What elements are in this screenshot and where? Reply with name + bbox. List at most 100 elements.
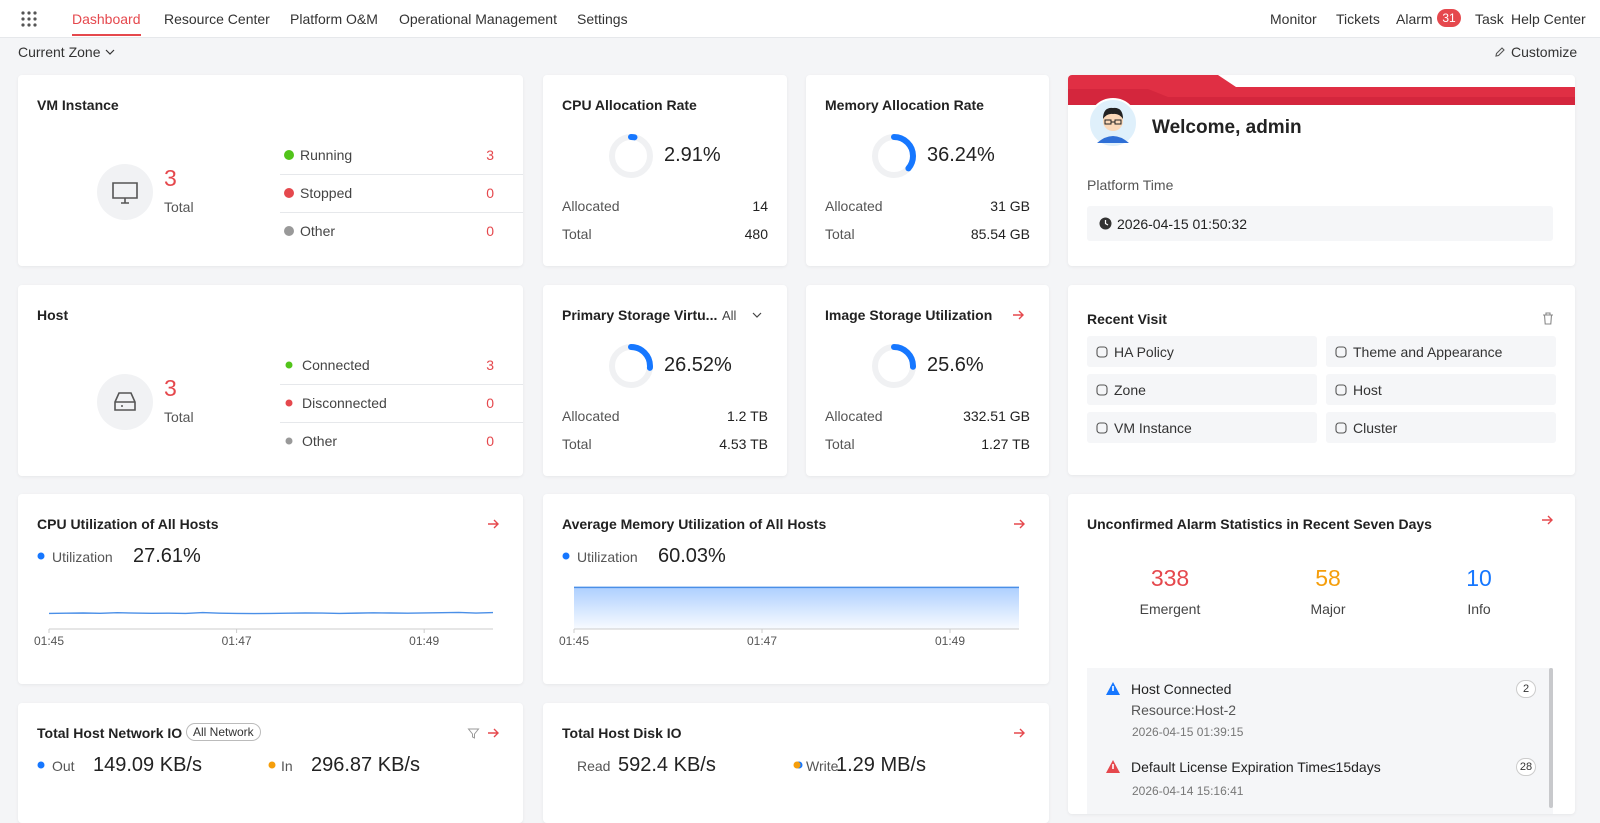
recent-item-label: Host	[1353, 382, 1382, 398]
line	[48, 611, 494, 615]
legend-dot	[562, 552, 570, 560]
card-title: CPU Utilization of All Hosts	[37, 516, 219, 532]
row-label: Allocated	[825, 198, 883, 214]
nav-right-item[interactable]: Task	[1475, 11, 1504, 27]
nav-right-item[interactable]: Tickets	[1336, 11, 1380, 27]
card-title: Unconfirmed Alarm Statistics in Recent S…	[1087, 516, 1432, 532]
donut	[872, 134, 916, 178]
icon-shape	[1335, 422, 1347, 434]
recent-item[interactable]: VM Instance	[1087, 412, 1317, 443]
funnel	[467, 728, 480, 739]
banner-front	[1068, 89, 1575, 105]
nav-right-item[interactable]: Monitor	[1270, 11, 1317, 27]
row-label: Allocated	[562, 408, 620, 424]
legend-value: 149.09 KB/s	[93, 754, 202, 776]
rate-label: 36.24%	[927, 144, 995, 166]
arrow-icon	[488, 728, 499, 738]
recent-item[interactable]: Host	[1326, 374, 1556, 405]
alarm-icon	[1106, 760, 1120, 773]
nav-right-item[interactable]: Alarm	[1396, 11, 1433, 27]
card-title: Total Host Network IO	[37, 725, 183, 741]
status-label: Other	[300, 223, 336, 239]
arrow-link[interactable]	[487, 727, 499, 739]
chevron	[105, 49, 115, 55]
apps-icon[interactable]	[21, 11, 37, 27]
arrow-link[interactable]	[1013, 518, 1025, 530]
x-tick-label: 01:45	[559, 634, 589, 648]
row-label: Total	[562, 226, 592, 242]
mark	[1112, 764, 1114, 769]
nav-item[interactable]: Settings	[577, 11, 628, 27]
nav-item[interactable]: Resource Center	[164, 11, 270, 27]
banner	[1068, 75, 1575, 105]
filter-select[interactable]: All	[722, 308, 737, 323]
status-dot	[284, 188, 294, 198]
recent-item[interactable]: HA Policy	[1087, 336, 1317, 367]
top-nav: Dashboard Resource Center Platform O&M Oper…	[0, 0, 1600, 38]
nav-active-underline	[72, 34, 141, 36]
legend-value: 1.29 MB/s	[836, 754, 927, 776]
recent-card: Recent Visit HA Policy Theme and Appearanc…	[1068, 285, 1575, 475]
row-label: Total	[825, 226, 855, 242]
avatar-hair	[1103, 107, 1123, 119]
alarm-time: 2026-04-15 01:39:15	[1132, 725, 1244, 739]
edit-icon	[1495, 47, 1505, 57]
legend-dot	[37, 552, 45, 560]
item-icon	[1335, 384, 1347, 396]
arrow-link[interactable]	[1013, 727, 1025, 739]
recent-item[interactable]: Theme and Appearance	[1326, 336, 1556, 367]
net_io-card: Total Host Network IO Out 149.09 KB/s In 296…	[18, 703, 523, 823]
time-label: Platform Time	[1087, 177, 1174, 193]
alarm-badge: 2	[1516, 680, 1536, 698]
zone-selector[interactable]: Current Zone	[18, 44, 101, 60]
donut	[609, 134, 653, 178]
arrow-link[interactable]	[487, 518, 499, 530]
nav-item[interactable]: Dashboard	[72, 11, 141, 27]
clock-hands	[1104, 220, 1109, 226]
alarm-time: 2026-04-14 15:16:41	[1132, 784, 1244, 798]
row-value: 14	[752, 198, 768, 214]
donut-arc	[872, 134, 916, 178]
alarm-level: Major	[1310, 601, 1346, 617]
donut-arc	[872, 344, 916, 388]
recent-item-label: HA Policy	[1114, 344, 1174, 360]
cpu_util-card: CPU Utilization of All Hosts Utilization 2…	[18, 494, 523, 684]
trash-icon[interactable]	[1542, 312, 1554, 325]
time-value: 2026-04-15 01:50:32	[1117, 216, 1247, 232]
cpu_alloc-card: CPU Allocation Rate 2.91% Allocated 14 Total…	[543, 75, 787, 266]
arrow-link[interactable]	[1541, 514, 1553, 526]
status-label: Connected	[302, 357, 370, 373]
status-value: 0	[486, 185, 494, 201]
nav-item[interactable]: Platform O&M	[290, 11, 378, 27]
current-value: 60.03%	[658, 545, 726, 567]
icon	[97, 164, 153, 220]
area	[574, 587, 1019, 629]
card-title: Recent Visit	[1087, 311, 1167, 327]
item-icon	[1096, 422, 1108, 434]
divider	[280, 212, 523, 213]
alarm-count: 10	[1466, 565, 1492, 591]
item-icon	[1096, 346, 1108, 358]
mem_alloc-card: Memory Allocation Rate 36.24% Allocated 31 …	[806, 75, 1049, 266]
nav-item[interactable]: Operational Management	[399, 11, 557, 27]
icon-shape	[1335, 384, 1347, 396]
alarm-card: Unconfirmed Alarm Statistics in Recent S…	[1068, 494, 1575, 814]
line-chart: 01:45 01:47 01:49	[559, 586, 1019, 648]
legend-value: 296.87 KB/s	[311, 754, 420, 776]
arrow-link[interactable]	[1012, 309, 1024, 321]
legend-dot	[268, 761, 276, 769]
nav-right-item[interactable]: Help Center	[1511, 11, 1586, 27]
recent-item[interactable]: Zone	[1087, 374, 1317, 405]
disk_io-card: Total Host Disk IO Read 592.4 KB/s Write 1.2…	[543, 703, 1049, 823]
row-value: 4.53 TB	[719, 436, 768, 452]
total-value: 3	[164, 165, 177, 191]
filter-pill[interactable]: All Network	[186, 723, 261, 741]
customize-button[interactable]: Customize	[1511, 44, 1578, 60]
clock-icon	[1099, 217, 1112, 230]
recent-item[interactable]: Cluster	[1326, 412, 1556, 443]
rate-label: 2.91%	[664, 144, 721, 166]
item-icon	[1335, 422, 1347, 434]
welcome-card: Welcome, admin Platform Time 2026-04-15 01…	[1068, 75, 1575, 266]
donut-arc	[609, 344, 653, 388]
status-value: 3	[486, 147, 494, 163]
